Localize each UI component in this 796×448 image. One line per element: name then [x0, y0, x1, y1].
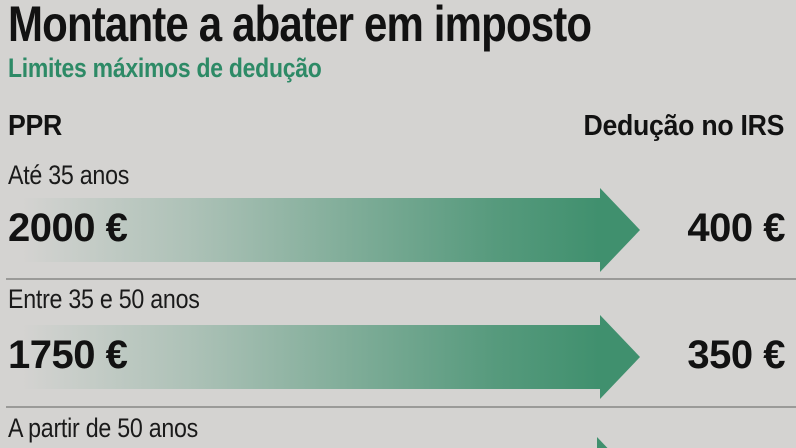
row-label-a-partir-de-50-anos: A partir de 50 anos — [8, 413, 199, 443]
right-arrow-icon — [600, 315, 640, 399]
arrow-shaft — [22, 325, 600, 389]
row-label-ate-35-anos: Até 35 anos — [8, 160, 130, 190]
row-divider — [6, 278, 796, 280]
page-subtitle: Limites máximos de dedução — [8, 53, 322, 83]
column-header-deducao-irs: Dedução no IRS — [583, 110, 784, 142]
arrow-shaft — [22, 198, 600, 262]
ppr-amount: 1750 € — [8, 333, 128, 377]
right-arrow-icon — [600, 188, 640, 272]
page-title: Montante a abater em imposto — [8, 0, 592, 52]
right-arrow-icon — [597, 437, 637, 448]
row-label-entre-35-e-50-anos: Entre 35 e 50 anos — [8, 284, 200, 314]
column-header-ppr: PPR — [8, 110, 63, 142]
irs-deduction-amount: 350 € — [687, 333, 785, 377]
irs-deduction-amount: 400 € — [687, 206, 785, 250]
row-divider — [6, 406, 796, 408]
ppr-amount: 2000 € — [8, 206, 128, 250]
